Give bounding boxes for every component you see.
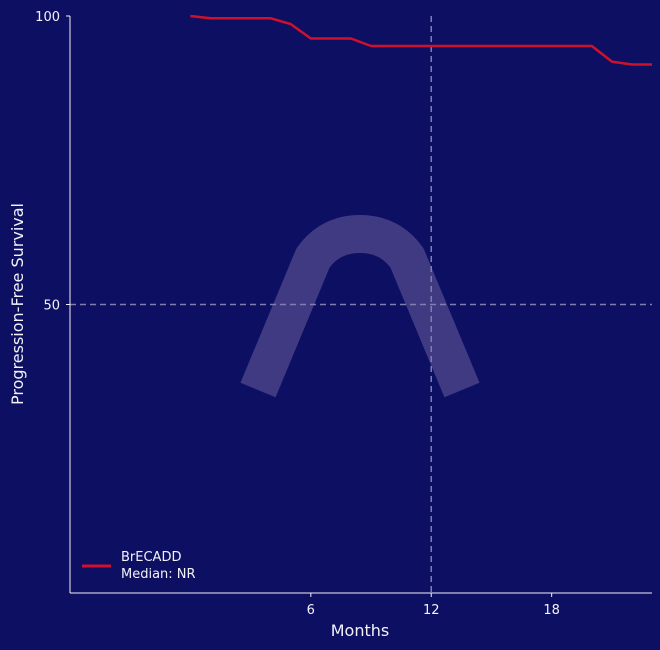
legend: BrECADD Median: NR — [82, 550, 196, 582]
x-tick-label: 18 — [543, 603, 560, 618]
series-lines — [190, 14, 652, 66]
legend-series-name: BrECADD — [121, 550, 181, 565]
legend-series-median: Median: NR — [121, 567, 196, 582]
arch-logo-icon — [240, 215, 480, 398]
y-axis-label: Progression-Free Survival — [8, 203, 27, 405]
tick-labels: 6 12 18 50 100 — [35, 10, 560, 618]
x-axis-label: Months — [331, 621, 389, 640]
y-tick-label: 50 — [43, 299, 60, 314]
reference-lines — [70, 16, 652, 593]
series-line-brecadd — [190, 14, 652, 66]
x-tick-label: 6 — [307, 603, 315, 618]
x-tick-label: 12 — [423, 603, 440, 618]
y-tick-label: 100 — [35, 10, 60, 25]
